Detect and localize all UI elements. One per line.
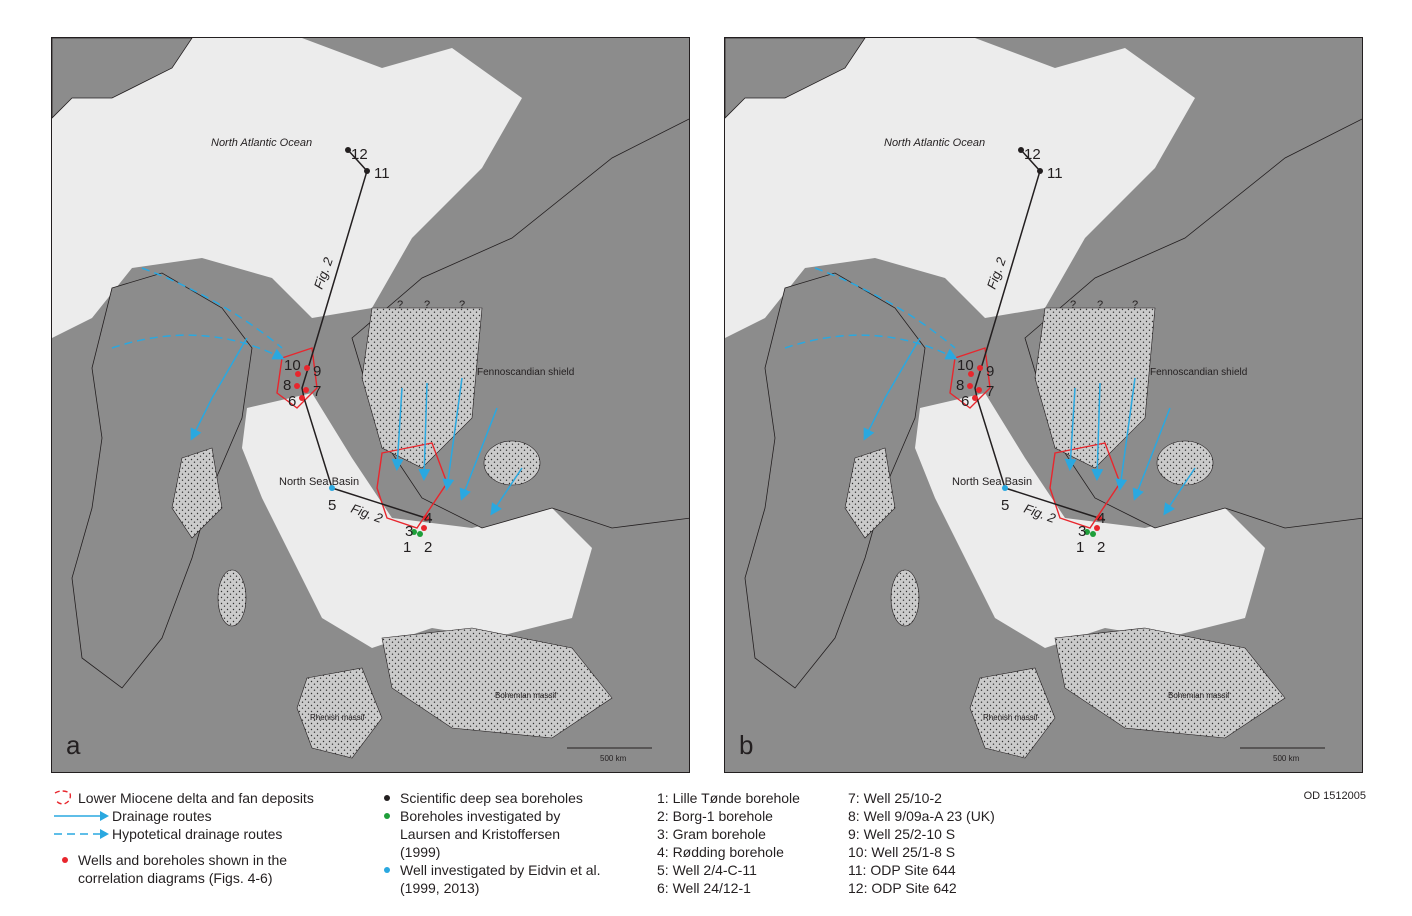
legend-list-1: 1: Lille Tønde borehole 2: Borg-1 boreho…: [657, 789, 837, 897]
red-dot-icon: [52, 851, 78, 869]
scottish-high: [171, 447, 223, 539]
map-a-graphic: North Atlantic Ocean North Sea Basin Fen…: [52, 38, 689, 763]
question-mark: ?: [1070, 299, 1076, 311]
well-6-label: 6: [961, 393, 969, 410]
list-item: 11: ODP Site 644: [848, 862, 956, 878]
british-isles: [71, 272, 253, 689]
question-mark: ?: [397, 299, 403, 311]
label-shield: Fennoscandian shield: [1150, 367, 1247, 378]
label-ocean: North Atlantic Ocean: [884, 137, 985, 149]
well-11-label: 11: [1047, 165, 1063, 182]
well-4-label: 4: [424, 510, 432, 527]
legend-symbols: Lower Miocene delta and fan deposits Dra…: [52, 789, 352, 887]
well-12-label: 12: [351, 146, 368, 163]
dashed-arrow-icon: [52, 825, 112, 843]
legend-wells: Wells and boreholes shown in the correla…: [52, 851, 352, 887]
legend-eidvin: Well investigated by Eidvin et al. (1999…: [374, 861, 624, 897]
well-7-label: 7: [986, 383, 994, 400]
list-item: 5: Well 2/4-C-11: [657, 862, 757, 878]
list-item: 4: Rødding borehole: [657, 844, 784, 860]
well-7-label: 7: [313, 383, 321, 400]
well-2-label: 2: [1097, 539, 1105, 556]
well-5-label: 5: [328, 497, 336, 514]
label-shield: Fennoscandian shield: [477, 367, 574, 378]
label-bohemian: Bohemian massif: [495, 691, 557, 700]
legend-scientific-label: Scientific deep sea boreholes: [400, 790, 583, 806]
rhenish-massif: [296, 667, 383, 759]
panel-letter-b: b: [739, 730, 754, 760]
question-mark: ?: [1132, 299, 1138, 311]
label-rhenish: Rhenish massif: [983, 713, 1038, 722]
list-item: 10: Well 25/1-8 S: [848, 844, 956, 860]
well-6-label: 6: [288, 393, 296, 410]
well-2-label: 2: [424, 539, 432, 556]
well-1-label: 1: [1076, 539, 1084, 556]
delta-outline-icon: [52, 789, 78, 807]
well-4-label: 4: [1097, 510, 1105, 527]
list-item: 1: Lille Tønde borehole: [657, 790, 800, 806]
scandinavian-high: [361, 307, 483, 469]
legend-delta: Lower Miocene delta and fan deposits: [52, 789, 352, 807]
legend-borehole-types: Scientific deep sea boreholes Boreholes …: [374, 789, 624, 897]
bohemian-massif: [381, 627, 613, 739]
legend-laursen-label: Boreholes investigated by Laursen and Kr…: [400, 808, 561, 860]
list-item: 2: Borg-1 borehole: [657, 808, 773, 824]
map-panel-b: North Atlantic Ocean North Sea Basin Fen…: [724, 37, 1363, 773]
legend-scientific: Scientific deep sea boreholes: [374, 789, 624, 807]
list-item: 12: ODP Site 642: [848, 880, 957, 896]
label-basin: North Sea Basin: [279, 476, 359, 488]
question-mark: ?: [459, 299, 465, 311]
label-rhenish: Rhenish massif: [310, 713, 365, 722]
black-dot-icon: [374, 789, 400, 807]
label-ocean: North Atlantic Ocean: [211, 137, 312, 149]
legend-drainage: Drainage routes: [52, 807, 352, 825]
blue-dot-icon: [374, 861, 400, 879]
well-3-label: 3: [405, 523, 413, 540]
label-scale: 500 km: [1273, 754, 1300, 763]
atlantic-sea: [52, 38, 522, 338]
well-10-label: 10: [284, 357, 301, 374]
legend-wells-label: Wells and boreholes shown in the correla…: [78, 852, 288, 886]
label-bohemian: Bohemian massif: [1168, 691, 1230, 700]
legend-eidvin-label: Well investigated by Eidvin et al. (1999…: [400, 862, 601, 896]
well-11-label: 11: [374, 165, 390, 182]
figure-code: OD 1512005: [1303, 790, 1366, 802]
well-9-label: 9: [313, 363, 321, 380]
greenland-land: [52, 38, 193, 119]
well-1-label: 1: [403, 539, 411, 556]
well-5-label: 5: [1001, 497, 1009, 514]
legend-list-2: 7: Well 25/10-2 8: Well 9/09a-A 23 (UK) …: [848, 789, 1028, 897]
legend-hypothetical: Hypotetical drainage routes: [52, 825, 352, 843]
panel-letter-a: a: [66, 730, 81, 760]
legend-delta-label: Lower Miocene delta and fan deposits: [78, 790, 314, 806]
well-8-label: 8: [956, 377, 964, 394]
legend-drainage-label: Drainage routes: [112, 808, 212, 824]
map-b-graphic: North Atlantic Ocean North Sea Basin Fen…: [725, 38, 1362, 763]
label-scale: 500 km: [600, 754, 627, 763]
map-panel-a: North Atlantic Ocean North Sea Basin Fen…: [51, 37, 690, 773]
list-item: 8: Well 9/09a-A 23 (UK): [848, 808, 995, 824]
list-item: 3: Gram borehole: [657, 826, 766, 842]
question-mark: ?: [1097, 299, 1103, 311]
question-mark: ?: [424, 299, 430, 311]
north-sea-basin: [242, 393, 592, 648]
well-12-label: 12: [1024, 146, 1041, 163]
list-item: 7: Well 25/10-2: [848, 790, 942, 806]
solid-arrow-icon: [52, 807, 112, 825]
well-9-label: 9: [986, 363, 994, 380]
delta-outline-north: [276, 347, 318, 409]
label-basin: North Sea Basin: [952, 476, 1032, 488]
list-item: 9: Well 25/2-10 S: [848, 826, 956, 842]
well-8-label: 8: [283, 377, 291, 394]
green-dot-icon: [374, 807, 400, 825]
list-item: 6: Well 24/12-1: [657, 880, 751, 896]
legend-laursen: Boreholes investigated by Laursen and Kr…: [374, 807, 624, 861]
delta-outline-south: [376, 442, 448, 529]
well-10-label: 10: [957, 357, 974, 374]
legend-hypothetical-label: Hypotetical drainage routes: [112, 826, 283, 842]
well-3-label: 3: [1078, 523, 1086, 540]
